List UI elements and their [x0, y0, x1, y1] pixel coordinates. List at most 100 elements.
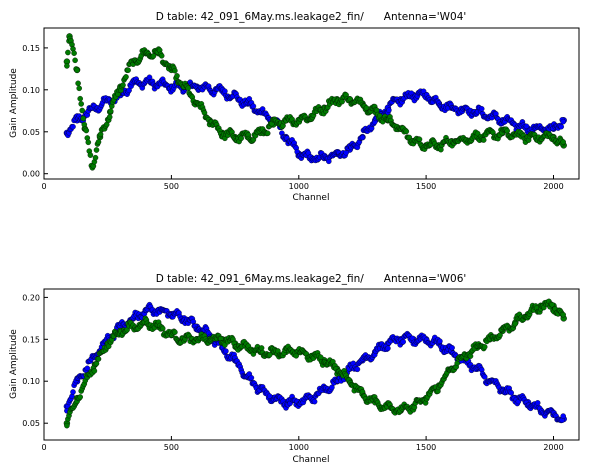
panel-1-series-green-point: [81, 121, 88, 128]
panel-2-series-green-point: [512, 320, 519, 327]
panel-1-ytick-label: 0.15: [22, 44, 40, 53]
panel-1-series-green-point: [438, 146, 444, 153]
panel-1-series-blue-point: [222, 88, 228, 94]
panel-2-series-green-point: [560, 311, 566, 318]
panel-2-series-blue-point: [481, 374, 488, 380]
panel-1-series-green-point: [560, 139, 566, 145]
panel-2-series-blue-point: [400, 339, 406, 345]
panel-1-xtick-label: 2000: [543, 182, 563, 191]
panel-1-series-green-point: [504, 128, 510, 134]
panel-1-series-green-point: [107, 108, 114, 114]
panel-2-ytick-label: 0.10: [22, 377, 40, 386]
panel-2-series-green-point: [258, 345, 265, 351]
panel-1-series-green-point: [403, 128, 410, 135]
panel-1-series-blue-point: [250, 103, 257, 109]
panel-1-series-green-point: [71, 50, 77, 56]
panel-2-xtick-label: 500: [164, 443, 179, 452]
panel-1-series-green-point: [416, 136, 423, 143]
panel-1-series-blue-point: [560, 118, 566, 125]
panel-2-series-blue-point: [534, 400, 541, 406]
panel-2-series-blue-point: [354, 366, 361, 373]
panel-2-series-blue-point: [248, 375, 255, 381]
panel-2-series-green-point: [172, 329, 178, 335]
panel-1-series-green-point: [72, 57, 78, 64]
panel-2-y-ticks: 0.05 0.10 0.15 0.20: [22, 293, 48, 428]
panel-2-ytick-label: 0.05: [22, 419, 40, 428]
panel-2-x-ticks: 0 500 1000 1500 2000: [41, 436, 564, 452]
panel-2-x-axis-label: Channel: [293, 455, 330, 465]
panel-1-x-ticks: 0 500 1000 1500 2000: [41, 175, 564, 191]
panel-1-series-green-point: [106, 114, 113, 120]
panel-1-series-green-point: [78, 101, 84, 107]
panel-2-series-green-point: [481, 344, 488, 350]
panel-1-plot-frame: [43, 27, 580, 180]
panel-1-series-green-point: [95, 139, 102, 145]
panel-1-y-ticks: 0.00 0.05 0.10 0.15: [22, 44, 48, 179]
panel-2-series-green-point: [467, 353, 474, 359]
panel-2-series-blue-point: [385, 345, 391, 352]
panel-1-series-blue: [63, 74, 567, 165]
panel-2-series-green-point: [497, 332, 503, 338]
panel-2-series-green-point: [64, 422, 70, 429]
panel-2-plot-frame: [43, 288, 580, 441]
panel-2-series-blue: [63, 301, 567, 424]
panel-1-series-green-point: [185, 85, 191, 91]
panel-1-series-blue-point: [386, 107, 392, 113]
panel-1-series-green-point: [238, 135, 244, 142]
panel-2-y-axis-label: Gain Amplitude: [9, 329, 19, 399]
panel-1-ytick-label: 0.10: [22, 86, 40, 95]
panel-1-series-green-point: [120, 82, 126, 88]
panel-1-xtick-label: 0: [41, 182, 46, 191]
panel-1-series-green-point: [123, 74, 129, 80]
panel-2-xtick-label: 0: [41, 443, 46, 452]
panel-2-ytick-label: 0.15: [22, 335, 40, 344]
panel-2-series-green-point: [266, 352, 273, 358]
panel-1-series-green-point: [65, 49, 71, 56]
panel-2-xtick-label: 2000: [543, 443, 563, 452]
panel-2-series-blue-point: [508, 390, 514, 396]
panel-1-series-green-point: [92, 154, 99, 161]
panel-2: D table: 42_091_6May.ms.leakage2_fin/ An…: [9, 273, 580, 465]
panel-1-series-green-point: [74, 67, 80, 74]
panel-2-xtick-label: 1500: [416, 443, 436, 452]
panel-1-title: D table: 42_091_6May.ms.leakage2_fin/ An…: [156, 11, 467, 23]
panel-2-series-green-point: [454, 360, 460, 366]
panel-1-series-green-point: [76, 85, 82, 92]
panel-1-series-blue-point: [478, 106, 485, 112]
panel-1-series-green-point: [83, 127, 90, 134]
panel-1-series-green-point: [158, 53, 165, 59]
panel-2-series-green: [63, 298, 567, 429]
panel-2-series-blue-point: [84, 365, 91, 372]
panel-2-series-blue-point: [70, 389, 76, 395]
panel-1-xtick-label: 1000: [289, 182, 309, 191]
panel-2-series-green-point: [95, 356, 102, 362]
panel-2-series-green-point: [317, 354, 324, 360]
panel-2-series-blue-point: [449, 345, 455, 351]
panel-2-series-blue-point: [437, 338, 443, 344]
panel-1-x-axis-label: Channel: [293, 193, 330, 203]
panel-1-series-green-point: [85, 139, 92, 146]
panel-1-series-blue-point: [359, 134, 366, 141]
panel-1-series-blue-point: [343, 149, 349, 156]
panel-1-series-green: [63, 33, 567, 171]
panel-1-series-green-point: [97, 131, 104, 138]
panel-2-series-blue-point: [223, 348, 229, 354]
panel-2-series-green-point: [549, 301, 555, 308]
panel-1-series-green-point: [93, 147, 100, 153]
panel-1-series-green-point: [75, 80, 81, 87]
panel-2-xtick-label: 1000: [289, 443, 309, 452]
panel-1-ytick-label: 0.05: [22, 128, 40, 137]
panel-1-xtick-label: 500: [164, 182, 179, 191]
panel-1-series-green-point: [125, 67, 131, 73]
panel-1-series-blue-point: [523, 123, 530, 130]
panel-1-y-axis-label: Gain Amplitude: [9, 68, 19, 138]
panel-1-series-green-point: [87, 152, 94, 158]
panel-2-series-blue-point: [560, 413, 566, 419]
panel-2-series-green-point: [77, 394, 83, 400]
panel-1: D table: 42_091_6May.ms.leakage2_fin/ An…: [9, 11, 580, 203]
panel-2-series-green-point: [91, 368, 98, 374]
panel-1-series-green-point: [172, 67, 178, 74]
panel-1-xtick-label: 1500: [416, 182, 436, 191]
panel-1-series-green-point: [80, 115, 86, 122]
